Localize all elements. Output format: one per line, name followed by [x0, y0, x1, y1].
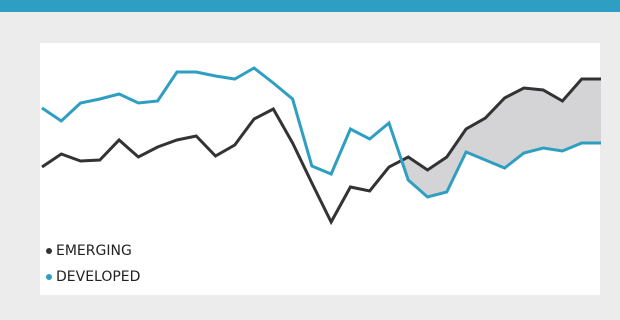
legend-marker	[46, 274, 52, 280]
line-series	[41, 77, 601, 226]
line-series	[41, 66, 601, 199]
top-bar	[0, 0, 620, 12]
gap-area	[401, 79, 601, 197]
legend-label: EMERGING	[56, 243, 132, 259]
legend-marker	[46, 248, 52, 254]
legend-label: DEVELOPED	[56, 269, 140, 285]
